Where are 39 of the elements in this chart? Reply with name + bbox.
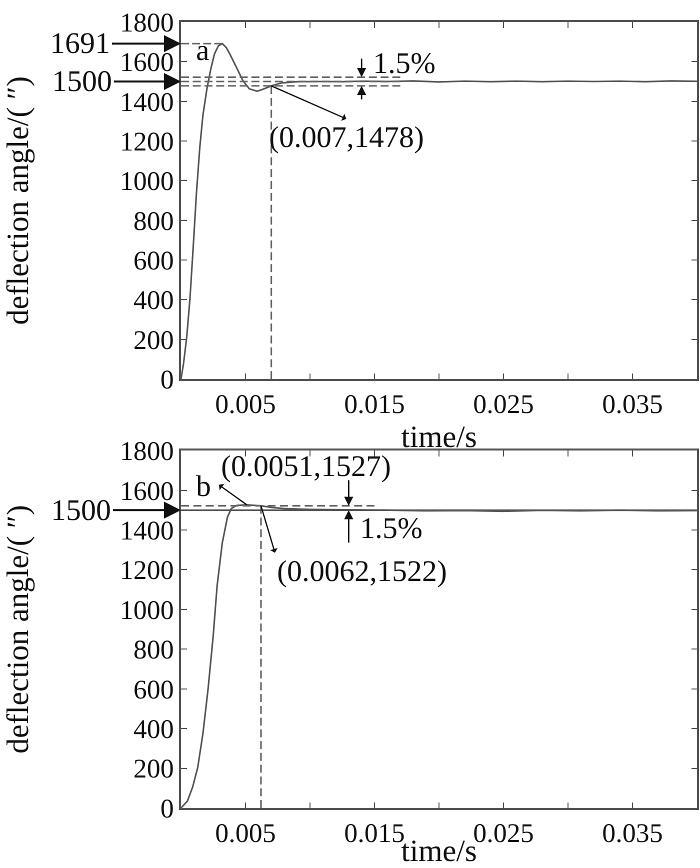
annotation: (0.0051,1527): [221, 450, 391, 483]
annotation: 1.5%: [360, 512, 422, 545]
y-tick-label: 0: [160, 364, 174, 395]
y-tick-label: 1600: [120, 47, 174, 78]
y-tick-label: 600: [133, 246, 174, 276]
y-tick-label: 1800: [120, 436, 174, 466]
annotation: 1691: [50, 27, 110, 60]
x-tick-label: 0.035: [602, 818, 663, 848]
y-tick-label: 1600: [120, 476, 174, 506]
y-tick-label: 1400: [120, 86, 174, 117]
y-tick-label: 400: [133, 285, 174, 316]
x-tick-label: 0.025: [473, 389, 534, 420]
y-tick-label: 800: [133, 634, 174, 665]
x-axis-title: time/s: [401, 419, 477, 454]
annotation: b: [196, 470, 211, 503]
y-tick-label: 200: [133, 754, 174, 784]
y-tick-label: 1000: [120, 166, 174, 196]
annotation: 1500: [52, 65, 112, 98]
y-tick-label: 200: [133, 324, 174, 355]
y-axis-title: deflection angle/( ″): [0, 504, 35, 754]
y-tick-label: 1000: [120, 594, 174, 625]
annotation: a: [196, 34, 210, 67]
annotation: (0.0062,1522): [277, 555, 447, 588]
y-tick-label: 800: [133, 206, 174, 236]
annotation: 1.5%: [373, 47, 436, 80]
annotation: 1500: [51, 494, 111, 527]
y-tick-label: 1200: [120, 555, 174, 586]
y-tick-label: 0: [160, 793, 174, 824]
x-tick-label: 0.005: [215, 389, 276, 420]
x-tick-label: 0.035: [602, 389, 663, 420]
annotation: (0.007,1478): [269, 121, 424, 154]
x-tick-label: 0.005: [215, 818, 276, 848]
y-axis-title: deflection angle/( ″): [0, 76, 35, 325]
y-tick-label: 1800: [120, 7, 174, 38]
y-tick-label: 400: [133, 714, 174, 744]
y-tick-label: 1400: [120, 515, 174, 546]
x-tick-label: 0.015: [344, 389, 405, 420]
y-tick-label: 1200: [120, 126, 174, 156]
y-tick-label: 600: [133, 674, 174, 704]
